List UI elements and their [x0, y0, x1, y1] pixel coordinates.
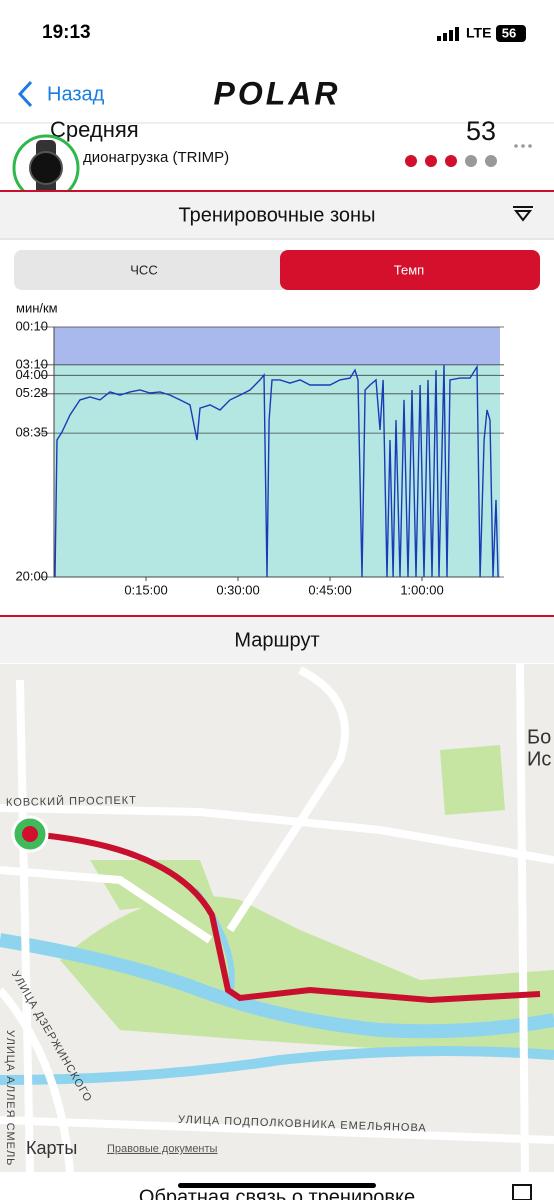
route [29, 831, 541, 1004]
map-label: УЛИЦА АЛЛЕЯ СМЕЛЬ [4, 1030, 16, 1166]
home-indicator [178, 1183, 376, 1188]
section-title: Маршрут [234, 629, 319, 651]
river [0, 1046, 554, 1085]
map-label: Бо [527, 726, 551, 748]
dot [445, 155, 457, 167]
y-tick-label: 00:10 [15, 318, 48, 333]
signal-bar [437, 36, 441, 41]
x-tick-label: 0:45:00 [308, 582, 351, 597]
x-tick-label: 1:00:00 [400, 582, 443, 597]
road [226, 666, 349, 933]
dot [514, 144, 518, 148]
park [440, 745, 505, 815]
summary-value: 53 [466, 116, 496, 146]
pace-line [54, 364, 499, 578]
section-header [0, 192, 554, 238]
tab-pace[interactable] [280, 250, 540, 290]
footer-icon[interactable] [512, 1184, 532, 1200]
icon-funnel [513, 210, 533, 222]
map-label: КОВСКИЙ ПРОСПЕКТ [6, 794, 137, 809]
park [90, 860, 215, 910]
map-legal[interactable]: Правовые документы [107, 1143, 218, 1155]
y-tick-label: 08:35 [15, 425, 48, 440]
filter-icon[interactable] [513, 206, 533, 222]
section-title: Тренировочные зоны [179, 204, 376, 226]
y-tick-label: 03:10 [15, 356, 48, 371]
y-tick-label: 04:00 [15, 367, 48, 382]
dot [425, 155, 437, 167]
dot [405, 155, 417, 167]
road [516, 663, 529, 1173]
y-axis-label: мин/км [16, 300, 58, 315]
signal-icon [437, 27, 459, 41]
y-tick-label: 05:28 [15, 385, 48, 400]
x-tick-label: 0:15:00 [124, 582, 167, 597]
battery-level: 56 [502, 25, 516, 40]
signal-bar [449, 30, 453, 41]
zone-band [54, 327, 500, 365]
summary-title: Средняя [50, 117, 139, 142]
park [60, 896, 554, 1060]
battery [496, 25, 526, 42]
tab-label[interactable]: Темп [394, 262, 424, 277]
map-brand: Карты [26, 1138, 77, 1158]
map-label: Ис [527, 748, 551, 770]
start-dot [22, 826, 38, 842]
section-header [0, 617, 554, 663]
road [0, 804, 554, 864]
watch-face [29, 151, 63, 185]
status-time: 19:13 [42, 22, 91, 43]
summary-subtitle: дионагрузка (TRIMP) [83, 149, 229, 166]
road [16, 679, 34, 1173]
tab-label[interactable]: ЧСС [130, 262, 157, 277]
more-button[interactable] [514, 144, 532, 148]
tab-hr[interactable] [14, 250, 290, 290]
footer-title[interactable]: Обратная связь о тренировке [139, 1186, 415, 1200]
back-chevron[interactable] [17, 80, 33, 108]
y-tick-label: 20:00 [15, 568, 48, 583]
polar-logo: POLAR [214, 75, 341, 111]
load-dots [405, 155, 497, 167]
x-tick-label: 0:30:00 [216, 582, 259, 597]
back-button[interactable]: Назад [47, 83, 105, 105]
road [0, 987, 74, 1173]
signal-bar [455, 27, 459, 41]
dot [528, 144, 532, 148]
dot [465, 155, 477, 167]
river [0, 933, 554, 1039]
map[interactable]: КОВСКИЙ ПРОСПЕКТ УЛИЦА ДЗЕРЖИНСКОГО УЛИЦ… [0, 663, 554, 1173]
network: LTE [466, 25, 491, 41]
dot [521, 144, 525, 148]
road [0, 1116, 554, 1144]
signal-bar [443, 33, 447, 41]
dot [485, 155, 497, 167]
roads [0, 663, 554, 1173]
road [0, 866, 213, 944]
